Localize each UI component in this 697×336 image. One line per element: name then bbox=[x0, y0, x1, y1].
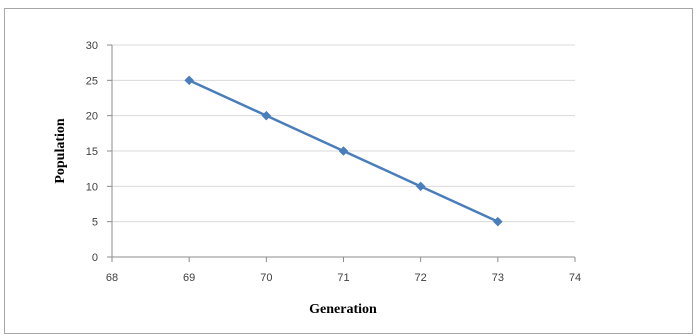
chart-frame bbox=[4, 8, 693, 334]
data-point-marker bbox=[338, 146, 349, 156]
data-point-marker bbox=[184, 75, 195, 86]
y-tick-label: 20 bbox=[86, 111, 98, 123]
data-point-marker bbox=[415, 181, 426, 192]
x-tick-label: 73 bbox=[492, 272, 504, 284]
y-axis-title: Population bbox=[53, 118, 68, 184]
axes bbox=[107, 44, 576, 262]
y-tick-labels: 0 5 10 15 20 25 30 bbox=[86, 40, 98, 264]
x-tick-label: 70 bbox=[260, 272, 272, 284]
data-point-marker bbox=[261, 110, 272, 121]
series-group bbox=[184, 75, 503, 227]
x-tick-labels: 68 69 70 71 72 73 74 bbox=[106, 272, 581, 284]
y-tick-label: 15 bbox=[86, 146, 98, 158]
x-tick-label: 71 bbox=[337, 272, 349, 284]
x-tick-label: 69 bbox=[183, 272, 195, 284]
y-tick-label: 0 bbox=[92, 252, 98, 264]
y-tick-label: 10 bbox=[86, 181, 98, 193]
x-axis-title: Generation bbox=[309, 302, 377, 317]
x-tick-label: 72 bbox=[415, 272, 427, 284]
x-tick-label: 68 bbox=[106, 272, 118, 284]
gridlines bbox=[112, 44, 575, 223]
y-tick-label: 5 bbox=[92, 217, 98, 229]
x-tick-label: 74 bbox=[569, 272, 581, 284]
y-tick-label: 30 bbox=[86, 40, 98, 52]
data-point-marker bbox=[492, 216, 503, 227]
y-tick-label: 25 bbox=[86, 75, 98, 87]
